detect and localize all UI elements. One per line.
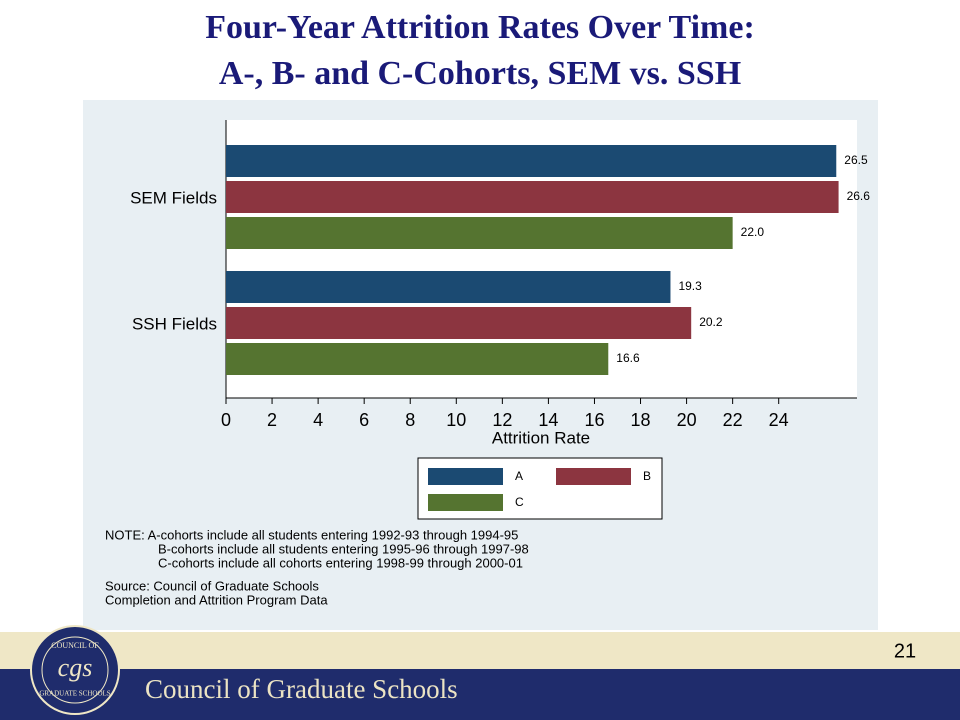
x-tick-label: 24 <box>769 410 789 430</box>
x-tick-label: 10 <box>446 410 466 430</box>
source: Source: Council of Graduate Schools <box>105 578 319 593</box>
legend-label: A <box>515 469 523 483</box>
legend-swatch <box>556 468 631 485</box>
bar <box>226 217 733 249</box>
x-tick-label: 4 <box>313 410 323 430</box>
source: Completion and Attrition Program Data <box>105 592 328 607</box>
legend-label: C <box>515 495 524 509</box>
value-label: 22.0 <box>741 225 765 239</box>
page-number: 21 <box>894 640 916 662</box>
footer-organization: Council of Graduate Schools <box>145 674 458 704</box>
value-label: 26.5 <box>844 153 868 167</box>
value-label: 16.6 <box>616 351 640 365</box>
x-tick-label: 0 <box>221 410 231 430</box>
legend-swatch <box>428 494 503 511</box>
y-tick-label: SSH Fields <box>132 314 217 333</box>
note: C-cohorts include all cohorts entering 1… <box>158 555 523 570</box>
footer-bar <box>0 669 960 720</box>
x-tick-label: 8 <box>405 410 415 430</box>
bar <box>226 343 609 375</box>
logo-text: GRADUATE SCHOOLS <box>39 690 110 698</box>
legend-swatch <box>428 468 503 485</box>
x-tick-label: 2 <box>267 410 277 430</box>
note: B-cohorts include all students entering … <box>158 541 529 556</box>
legend-label: B <box>643 469 651 483</box>
title-line: A-, B- and C-Cohorts, SEM vs. SSH <box>219 55 741 92</box>
bar <box>226 145 837 177</box>
value-label: 19.3 <box>678 279 702 293</box>
x-axis-label: Attrition Rate <box>492 428 590 447</box>
y-tick-label: SEM Fields <box>130 188 217 207</box>
note: NOTE: A-cohorts include all students ent… <box>105 527 518 542</box>
x-tick-label: 18 <box>631 410 651 430</box>
logo-mark: cgs <box>58 653 93 682</box>
x-tick-label: 6 <box>359 410 369 430</box>
bar <box>226 271 671 303</box>
bar <box>226 307 692 339</box>
footer-band <box>0 632 960 669</box>
x-tick-label: 16 <box>584 410 604 430</box>
title-line: Four-Year Attrition Rates Over Time: <box>205 9 755 46</box>
value-label: 20.2 <box>699 315 723 329</box>
x-tick-label: 12 <box>492 410 512 430</box>
x-tick-label: 20 <box>677 410 697 430</box>
bar <box>226 181 839 213</box>
logo-text: COUNCIL OF <box>51 641 99 650</box>
logo-ring <box>41 636 109 704</box>
logo <box>30 625 120 715</box>
x-tick-label: 14 <box>538 410 558 430</box>
value-label: 26.6 <box>847 189 871 203</box>
x-tick-label: 22 <box>723 410 743 430</box>
